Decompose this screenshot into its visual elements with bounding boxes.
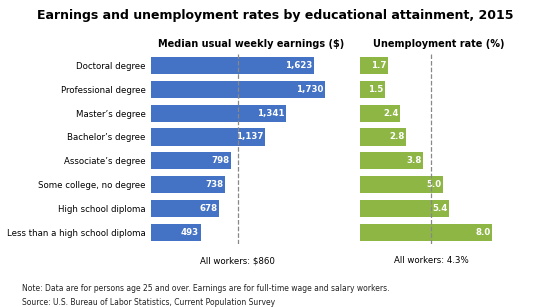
Text: 1.5: 1.5 xyxy=(368,85,384,94)
Bar xyxy=(151,128,266,146)
Text: Source: U.S. Bureau of Labor Statistics, Current Population Survey: Source: U.S. Bureau of Labor Statistics,… xyxy=(22,298,275,307)
Text: 798: 798 xyxy=(211,156,229,165)
Text: 1,730: 1,730 xyxy=(296,85,323,94)
Bar xyxy=(151,57,314,74)
Text: Earnings and unemployment rates by educational attainment, 2015: Earnings and unemployment rates by educa… xyxy=(37,9,513,22)
Bar xyxy=(360,105,400,122)
Bar xyxy=(360,81,385,98)
Bar xyxy=(360,200,449,217)
Title: Median usual weekly earnings ($): Median usual weekly earnings ($) xyxy=(158,39,345,49)
Text: 678: 678 xyxy=(199,204,217,213)
Bar xyxy=(151,105,286,122)
Text: 3.8: 3.8 xyxy=(406,156,422,165)
Text: 8.0: 8.0 xyxy=(476,228,491,237)
Text: All workers: 4.3%: All workers: 4.3% xyxy=(394,256,469,265)
Text: 493: 493 xyxy=(181,228,199,237)
Bar xyxy=(360,152,423,169)
Bar xyxy=(360,223,492,241)
Title: Unemployment rate (%): Unemployment rate (%) xyxy=(373,39,504,49)
Text: 5.0: 5.0 xyxy=(426,180,442,189)
Text: 1,623: 1,623 xyxy=(285,61,312,70)
Text: 1.7: 1.7 xyxy=(371,61,387,70)
Text: 1,341: 1,341 xyxy=(256,109,284,118)
Text: 2.4: 2.4 xyxy=(383,109,399,118)
Bar xyxy=(151,176,225,193)
Text: 1,137: 1,137 xyxy=(236,133,263,142)
Bar xyxy=(360,128,406,146)
Bar xyxy=(151,200,219,217)
Bar xyxy=(151,223,201,241)
Text: 738: 738 xyxy=(205,180,223,189)
Bar xyxy=(360,176,443,193)
Bar xyxy=(360,57,388,74)
Text: All workers: $860: All workers: $860 xyxy=(200,256,275,265)
Bar xyxy=(151,81,325,98)
Text: 2.8: 2.8 xyxy=(390,133,405,142)
Text: Note: Data are for persons age 25 and over. Earnings are for full-time wage and : Note: Data are for persons age 25 and ov… xyxy=(22,284,389,293)
Text: 5.4: 5.4 xyxy=(433,204,448,213)
Bar xyxy=(151,152,232,169)
